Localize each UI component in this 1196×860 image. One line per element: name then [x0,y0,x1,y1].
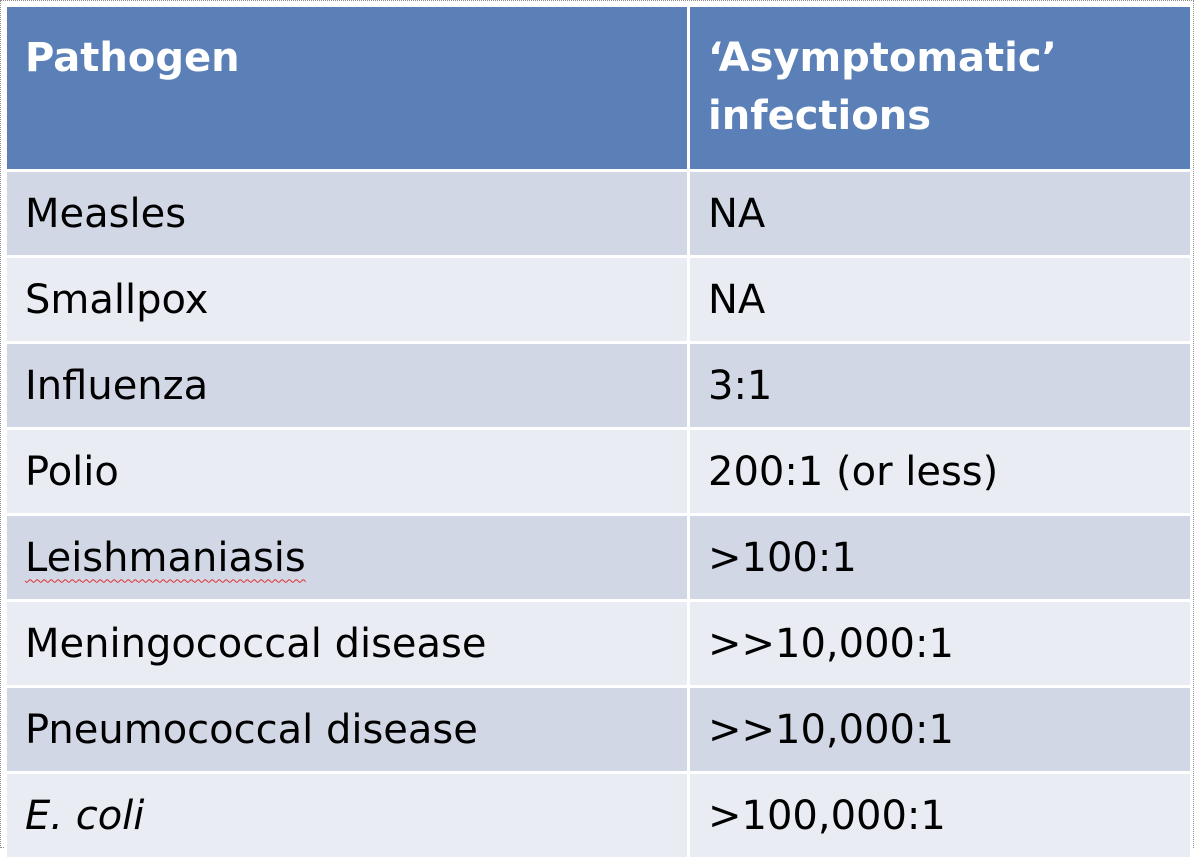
ratio-cell: 200:1 (or less) [687,427,1193,516]
pathogen-table: Pathogen ‘Asymptomatic’ infections Measl… [4,4,1193,860]
ratio-cell: NA [687,255,1193,344]
pathogen-cell: Leishmaniasis [4,513,690,602]
table-row: Leishmaniasis >100:1 [4,513,1193,602]
ratio-cell: >100:1 [687,513,1193,602]
table-row: Pneumococcal disease >>10,000:1 [4,685,1193,774]
ratio-cell: NA [687,169,1193,258]
table-row: Influenza 3:1 [4,341,1193,430]
spellcheck-flagged-text: Leishmaniasis [25,534,306,581]
table-row: E. coli >100,000:1 [4,771,1193,860]
table-row: Polio 200:1 (or less) [4,427,1193,516]
table-row: Measles NA [4,169,1193,258]
table-row: Meningococcal disease >>10,000:1 [4,599,1193,688]
pathogen-cell: Influenza [4,341,690,430]
pathogen-cell: Measles [4,169,690,258]
ratio-cell: >>10,000:1 [687,599,1193,688]
table-row: Smallpox NA [4,255,1193,344]
pathogen-cell: Meningococcal disease [4,599,690,688]
pathogen-cell: E. coli [4,771,690,860]
pathogen-cell: Polio [4,427,690,516]
header-asymptomatic-infections: ‘Asymptomatic’ infections [687,4,1193,172]
pathogen-cell: Smallpox [4,255,690,344]
ratio-cell: 3:1 [687,341,1193,430]
ratio-cell: >>10,000:1 [687,685,1193,774]
table-header-row: Pathogen ‘Asymptomatic’ infections [4,4,1193,172]
header-pathogen: Pathogen [4,4,690,172]
pathogen-cell: Pneumococcal disease [4,685,690,774]
ratio-cell: >100,000:1 [687,771,1193,860]
